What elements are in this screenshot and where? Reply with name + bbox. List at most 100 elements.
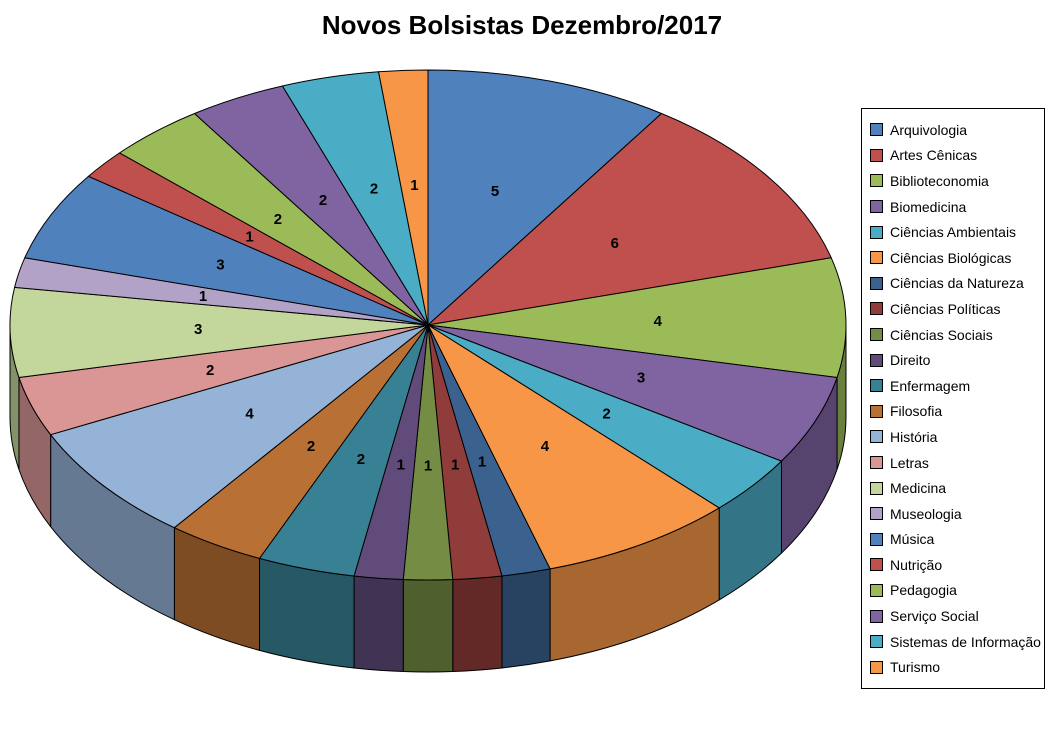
pie-slice	[427, 113, 832, 326]
legend-label: Música	[890, 531, 935, 548]
pie-slice	[50, 324, 429, 529]
pie-slice-value: 3	[194, 321, 202, 338]
legend-swatch	[870, 507, 883, 521]
legend-item: Turismo	[870, 654, 1040, 680]
pie-slice-value: 4	[654, 313, 663, 330]
legend-item: Ciências Sociais	[870, 322, 1040, 348]
pie-slice-value: 4	[245, 405, 254, 422]
legend-label: Ciências Políticas	[890, 300, 1001, 317]
legend-swatch	[870, 456, 883, 470]
legend-swatch	[870, 481, 883, 495]
legend-label: Turismo	[890, 659, 941, 676]
pie-slice-value: 2	[370, 181, 378, 198]
legend: Arquivologia Artes Cênicas Biblioteconomia…	[861, 108, 1045, 690]
legend-label: Biblioteconomia	[890, 172, 989, 189]
legend-label: Ciências da Natureza	[890, 275, 1024, 292]
legend-item: Direito	[870, 347, 1040, 373]
pie-slice	[427, 69, 663, 326]
pie-slice-value: 2	[307, 438, 315, 455]
legend-swatch	[870, 276, 883, 290]
pie-slice-value: 1	[199, 288, 207, 305]
pie-slice-side	[501, 568, 551, 669]
legend-swatch	[870, 174, 883, 188]
legend-label: Medicina	[890, 480, 947, 497]
legend-swatch	[870, 532, 883, 546]
legend-swatch	[870, 583, 883, 597]
legend-item: Medicina	[870, 475, 1040, 501]
pie-slice-side	[402, 579, 454, 673]
pie-slice-value: 1	[397, 456, 405, 473]
pie-slice-value: 1	[478, 453, 486, 470]
legend-label: Ciências Ambientais	[890, 224, 1017, 241]
legend-swatch	[870, 200, 883, 214]
legend-item: Nutrição	[870, 552, 1040, 578]
legend-item: Letras	[870, 450, 1040, 476]
legend-item: Biblioteconomia	[870, 168, 1040, 194]
legend-label: Museologia	[890, 505, 962, 522]
pie-slice-value: 1	[424, 457, 432, 474]
legend-label: Nutrição	[890, 556, 943, 573]
legend-swatch	[870, 609, 883, 623]
legend-item: Arquivologia	[870, 117, 1040, 143]
legend-item: Ciências Biológicas	[870, 245, 1040, 271]
legend-swatch	[870, 328, 883, 342]
pie-slice-value: 6	[611, 235, 619, 252]
pie-slice-value: 1	[451, 456, 459, 473]
legend-item: Ciências Ambientais	[870, 219, 1040, 245]
legend-swatch	[870, 251, 883, 265]
legend-item: Museologia	[870, 501, 1040, 527]
pie-slice-value: 2	[319, 192, 327, 209]
pie-slice	[378, 69, 429, 326]
pie-slice-value: 2	[206, 362, 214, 379]
legend-label: Ciências Sociais	[890, 326, 993, 343]
legend-swatch	[870, 635, 883, 649]
legend-label: Arquivologia	[890, 121, 968, 138]
pie-slice-side	[353, 575, 404, 673]
legend-label: Direito	[890, 352, 931, 369]
pie-slice	[427, 257, 847, 379]
pie-slice-side	[258, 557, 355, 669]
legend-swatch	[870, 660, 883, 674]
pie-slice-value: 2	[357, 451, 365, 468]
legend-label: Sistemas de Informação	[890, 633, 1041, 650]
legend-label: História	[890, 428, 938, 445]
legend-item: Serviço Social	[870, 603, 1040, 629]
pie-slice	[427, 324, 720, 570]
pie-slice	[427, 324, 838, 462]
legend-item: Filosofia	[870, 399, 1040, 425]
legend-label: Filosofia	[890, 403, 943, 420]
legend-item: História	[870, 424, 1040, 450]
pie-slice-value: 1	[245, 229, 253, 246]
legend-swatch	[870, 148, 883, 162]
pie-slice	[9, 286, 429, 379]
legend-item: Pedagogia	[870, 578, 1040, 604]
legend-label: Letras	[890, 454, 929, 471]
legend-item: Biomedicina	[870, 194, 1040, 220]
legend-item: Artes Cênicas	[870, 143, 1040, 169]
legend-swatch	[870, 123, 883, 137]
legend-swatch	[870, 225, 883, 239]
legend-item: Enfermagem	[870, 373, 1040, 399]
pie-slice-side	[452, 575, 503, 673]
legend-swatch	[870, 404, 883, 418]
pie-slice	[24, 175, 429, 326]
legend-swatch	[870, 353, 883, 367]
legend-label: Pedagogia	[890, 582, 957, 599]
legend-item: Música	[870, 527, 1040, 553]
legend-item: Ciências Políticas	[870, 296, 1040, 322]
legend-swatch	[870, 379, 883, 393]
pie-slice-value: 1	[410, 177, 418, 194]
pie-slice-value: 3	[637, 370, 645, 387]
legend-swatch	[870, 302, 883, 316]
legend-item: Sistemas de Informação	[870, 629, 1041, 655]
legend-label: Artes Cênicas	[890, 147, 978, 164]
chart-title: Novos Bolsistas Dezembro/2017	[321, 10, 723, 40]
legend-swatch	[870, 558, 883, 572]
legend-label: Enfermagem	[890, 377, 971, 394]
legend-label: Biomedicina	[890, 198, 967, 215]
pie-slice-value: 3	[216, 257, 224, 274]
pie-slice-value: 2	[274, 211, 282, 228]
legend-swatch	[870, 430, 883, 444]
